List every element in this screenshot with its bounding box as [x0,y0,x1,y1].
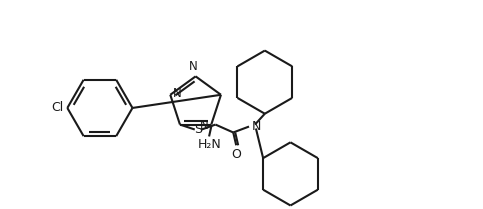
Text: N: N [199,119,208,132]
Text: H₂N: H₂N [198,138,221,151]
Text: N: N [173,87,182,100]
Text: Cl: Cl [51,101,63,115]
Text: N: N [252,120,261,133]
Text: S: S [194,123,202,136]
Text: N: N [189,60,198,73]
Text: O: O [231,148,241,161]
